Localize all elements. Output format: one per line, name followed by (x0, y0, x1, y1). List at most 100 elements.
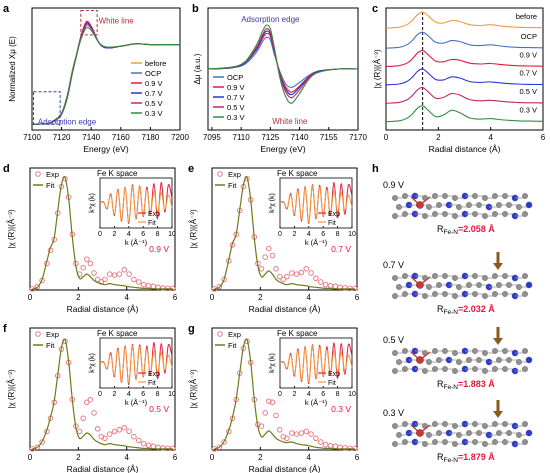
exp-point (150, 443, 157, 450)
annotation-white-line: White line (99, 16, 135, 25)
series-line-09V (385, 50, 544, 68)
panel-label: a (3, 3, 10, 15)
legend-label: 0.3 V (227, 113, 245, 122)
plot-frame (211, 167, 358, 291)
legend-label: Exp (228, 330, 241, 339)
exp-point (121, 424, 128, 431)
exp-point (313, 275, 319, 282)
inset-legend-label: Fit (328, 220, 336, 227)
exp-point (84, 256, 90, 262)
inset-x-tick-label: 2 (292, 391, 296, 398)
exp-point (332, 443, 339, 450)
inset-x-tick-label: 10 (168, 231, 176, 238)
exp-point (106, 271, 113, 277)
nitrogen-atom (525, 281, 533, 289)
bond-length-label: RFe-N=1.879 Å (437, 452, 495, 464)
legend-label: 0.5 V (145, 99, 163, 108)
inset-title: Fe K space (97, 169, 138, 178)
inset-x-tick-label: 6 (141, 391, 145, 398)
exp-point (327, 443, 334, 449)
panel-label: e (188, 163, 194, 175)
exp-point (332, 283, 339, 290)
inset-legend-label: Exp (328, 371, 340, 378)
plot-frame (29, 167, 176, 291)
panel-b: b 7095 7110 7125 7140 7155 7170 Energy (eV) Δμ (… (192, 3, 367, 154)
bond-subscript: Fe-N (444, 384, 459, 391)
inset-frame (279, 177, 353, 229)
down-arrow-head-icon (493, 338, 503, 345)
exp-point (293, 431, 300, 437)
exp-point (121, 267, 128, 273)
inset-legend-label: Exp (328, 211, 340, 218)
legend-swatch-exp (217, 331, 223, 337)
exp-point (87, 260, 94, 267)
inset-x-tick-label: 0 (278, 391, 282, 398)
exp-point (216, 444, 223, 451)
inset-x-tick-label: 8 (336, 391, 340, 398)
plot-frame (29, 327, 176, 451)
exp-point (106, 431, 113, 437)
exp-point (266, 245, 272, 252)
x-tick-label: 0 (28, 453, 33, 462)
exp-point (145, 283, 152, 289)
exp-point (216, 284, 223, 290)
exp-point (140, 281, 147, 288)
x-tick-label: 7140 (82, 133, 100, 142)
iron-atom (416, 281, 424, 289)
condition-label: 0.7 V (331, 244, 351, 254)
exp-point (221, 276, 227, 283)
bond-value: =1.879 Å (458, 452, 495, 462)
inset-y-label: k³χ (k) (269, 353, 276, 373)
x-tick-label: 4 (488, 133, 493, 142)
inset-x-tick-label: 2 (112, 391, 116, 398)
legend-label: Exp (46, 330, 59, 339)
exp-point (303, 266, 310, 272)
inset-y-label: k³χ (k) (269, 193, 276, 213)
exp-point (140, 440, 147, 447)
exp-point (91, 410, 97, 416)
inset-x-tick-label: 2 (112, 231, 116, 238)
panel-label: c (372, 3, 378, 15)
inset-title: Fe K space (277, 169, 318, 178)
x-axis-label: Radial distance (Å) (67, 304, 139, 314)
inset-x-tick-label: 0 (98, 391, 102, 398)
legend-label: Fit (46, 181, 55, 190)
condition-label: 0.9 V (149, 244, 169, 254)
panel-a: a 7100 7120 7140 7160 7180 7200 Energy (eV) Norm… (3, 3, 189, 154)
exp-point (273, 266, 279, 272)
series-label: 0.9 V (519, 50, 537, 59)
exp-point (289, 270, 295, 276)
bond-value: =1.883 Å (458, 379, 495, 389)
legend-label: OCP (227, 73, 243, 82)
bond-symbol: R (437, 452, 444, 462)
exp-point (80, 264, 86, 271)
exp-point (145, 442, 152, 448)
inset-k-space: Fe K space 0 2 4 6 8 10 k (Å⁻¹) k³χ (k) Exp Fit (89, 169, 176, 247)
exp-point (94, 276, 101, 283)
inset-x-tick-label: 10 (348, 231, 356, 238)
inset-x-label: k (Å⁻¹) (125, 398, 148, 407)
fit-line (214, 176, 355, 290)
inset-y-label: k³χ (k) (89, 353, 96, 373)
nitrogen-atom (525, 429, 533, 437)
exp-point (116, 427, 123, 433)
exp-point (34, 284, 41, 290)
inset-title: Fe K space (277, 329, 318, 338)
structure-1: 0.7 V RFe-N=2.032 Å (383, 252, 533, 316)
annotation-adsorption-edge: Adsorption edge (241, 15, 300, 24)
annotation-white-line: White line (272, 117, 308, 126)
inset-y-label: k³χ (k) (89, 193, 96, 213)
x-tick-label: 0 (384, 133, 389, 142)
x-tick-label: 4 (306, 453, 311, 462)
series-line-03V (385, 105, 544, 123)
exp-point (262, 254, 268, 260)
carbon-atom (522, 273, 528, 279)
x-tick-label: 6 (541, 133, 546, 142)
inset-x-tick-label: 8 (336, 231, 340, 238)
series-line-before (385, 11, 544, 29)
x-tick-label: 0 (210, 293, 215, 302)
inset-x-tick-label: 4 (307, 391, 311, 398)
inset-x-tick-label: 8 (156, 391, 160, 398)
